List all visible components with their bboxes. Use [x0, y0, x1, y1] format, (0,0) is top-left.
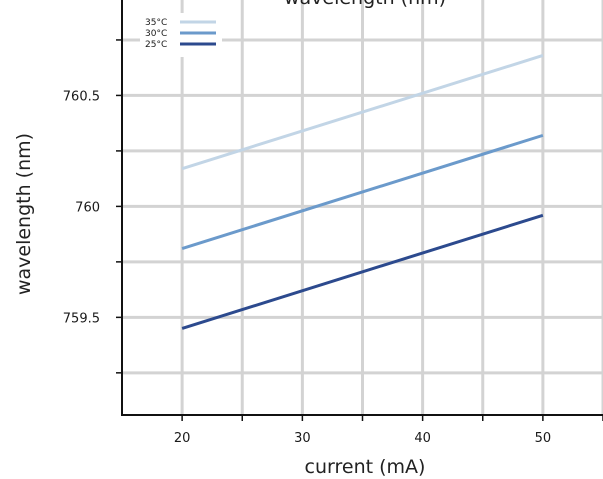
- series-line-35C: [181, 54, 544, 171]
- chart-title: wavelength (nm): [284, 0, 446, 9]
- legend-label: 25°C: [145, 40, 167, 50]
- legend-label: 35°C: [145, 18, 167, 28]
- x-tick-label: 20: [174, 431, 191, 446]
- y-tick-label: 760: [75, 200, 100, 215]
- x-axis-title: current (mA): [305, 456, 426, 478]
- axes: [116, 0, 603, 421]
- tick-labels: 20 30 40 50 759.5 760 760.5: [63, 89, 551, 446]
- series-line-25C: [181, 213, 544, 330]
- series-lines: [181, 54, 544, 330]
- y-tick-label: 760.5: [63, 89, 100, 104]
- legend: 35°C30°C25°C: [140, 13, 222, 57]
- series-line-30C: [181, 133, 544, 250]
- y-tick-label: 759.5: [63, 311, 100, 326]
- x-tick-label: 30: [294, 431, 311, 446]
- x-tick-label: 50: [535, 431, 552, 446]
- legend-background: [140, 13, 222, 57]
- x-tick-label: 40: [414, 431, 431, 446]
- grid: [122, 0, 603, 415]
- y-axis-title: wavelength (nm): [13, 133, 35, 295]
- legend-label: 30°C: [145, 29, 167, 39]
